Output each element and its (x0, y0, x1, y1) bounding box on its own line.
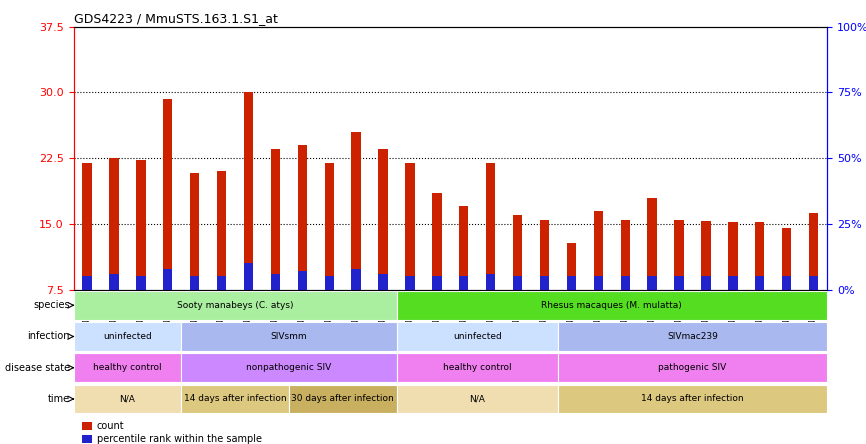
Bar (728, 277, 738, 289)
Bar (136, 277, 145, 289)
Text: SIVsmm: SIVsmm (270, 332, 307, 341)
Text: 14 days after infection: 14 days after infection (184, 394, 287, 404)
Bar (701, 277, 711, 289)
Bar (405, 277, 415, 289)
Bar (486, 163, 495, 289)
Bar (701, 221, 711, 289)
Bar (405, 163, 415, 289)
Text: N/A: N/A (120, 394, 135, 404)
Bar (244, 263, 253, 289)
Bar (566, 277, 576, 289)
Text: pathogenic SIV: pathogenic SIV (658, 363, 727, 372)
Bar (74, 322, 181, 351)
Text: Rhesus macaques (M. mulatta): Rhesus macaques (M. mulatta) (541, 301, 682, 310)
Bar (163, 269, 172, 289)
Bar (378, 149, 388, 289)
Bar (109, 158, 119, 289)
Bar (728, 222, 738, 289)
Text: 30 days after infection: 30 days after infection (291, 394, 394, 404)
Bar (325, 163, 334, 289)
Text: 14 days after infection: 14 days after infection (641, 394, 744, 404)
Bar (648, 198, 656, 289)
Bar (558, 353, 827, 382)
Bar (216, 277, 226, 289)
Text: time: time (48, 394, 70, 404)
Bar (289, 385, 397, 413)
Bar (432, 277, 442, 289)
Bar (216, 171, 226, 289)
Bar (74, 353, 181, 382)
Bar (271, 149, 280, 289)
Bar (621, 277, 630, 289)
Bar (459, 206, 469, 289)
Bar (540, 219, 549, 289)
Bar (486, 274, 495, 289)
Text: nonpathogenic SIV: nonpathogenic SIV (246, 363, 332, 372)
Bar (244, 91, 253, 289)
Bar (74, 291, 397, 320)
Bar (352, 132, 361, 289)
Text: SIVmac239: SIVmac239 (667, 332, 718, 341)
Bar (432, 193, 442, 289)
Text: N/A: N/A (469, 394, 485, 404)
Text: disease state: disease state (4, 363, 70, 373)
Bar (82, 277, 92, 289)
Bar (190, 173, 199, 289)
Bar (109, 274, 119, 289)
Text: uninfected: uninfected (103, 332, 152, 341)
Bar (540, 277, 549, 289)
Bar (397, 385, 558, 413)
Bar (378, 274, 388, 289)
Bar (513, 277, 522, 289)
Text: uninfected: uninfected (453, 332, 501, 341)
Bar (755, 277, 765, 289)
Bar (298, 145, 307, 289)
Text: Sooty manabeys (C. atys): Sooty manabeys (C. atys) (177, 301, 294, 310)
Bar (593, 277, 603, 289)
Text: GDS4223 / MmuSTS.163.1.S1_at: GDS4223 / MmuSTS.163.1.S1_at (74, 12, 277, 25)
Bar (181, 353, 397, 382)
Bar (755, 222, 765, 289)
Bar (181, 322, 397, 351)
Legend: count, percentile rank within the sample: count, percentile rank within the sample (79, 417, 266, 444)
Bar (136, 160, 145, 289)
Bar (298, 271, 307, 289)
Bar (782, 228, 792, 289)
Text: species: species (33, 300, 70, 310)
Bar (675, 219, 684, 289)
Bar (558, 322, 827, 351)
Text: infection: infection (28, 332, 70, 341)
Bar (809, 214, 818, 289)
Bar (459, 277, 469, 289)
Bar (190, 277, 199, 289)
Bar (648, 277, 656, 289)
Bar (782, 277, 792, 289)
Bar (181, 385, 289, 413)
Text: healthy control: healthy control (443, 363, 512, 372)
Bar (675, 277, 684, 289)
Bar (809, 277, 818, 289)
Bar (397, 291, 827, 320)
Bar (325, 277, 334, 289)
Bar (163, 99, 172, 289)
Text: healthy control: healthy control (94, 363, 162, 372)
Bar (271, 274, 280, 289)
Bar (593, 211, 603, 289)
Bar (621, 219, 630, 289)
Bar (397, 322, 558, 351)
Bar (352, 269, 361, 289)
Bar (558, 385, 827, 413)
Bar (513, 215, 522, 289)
Bar (397, 353, 558, 382)
Bar (566, 243, 576, 289)
Bar (74, 385, 181, 413)
Bar (82, 163, 92, 289)
